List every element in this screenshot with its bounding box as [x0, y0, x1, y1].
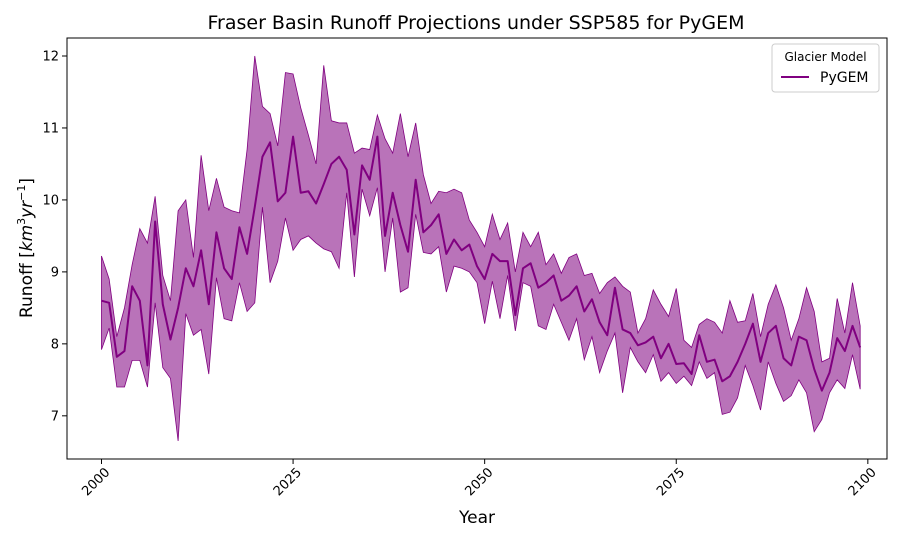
x-axis: 2000 2025 2050 2075 2100 [79, 459, 880, 499]
y-axis-label: Runoff [km3yr−1] [15, 178, 37, 318]
y-tick-label: 12 [42, 49, 59, 64]
y-tick-label: 10 [42, 193, 59, 208]
y-axis-label-close: ] [17, 178, 37, 185]
y-axis-label-exponent-2: −1 [15, 185, 28, 201]
x-tick-label: 2050 [462, 465, 496, 499]
plot-frame [66, 37, 888, 460]
x-tick-label: 2075 [654, 465, 688, 499]
y-axis-label-main: Runoff [ [17, 251, 37, 318]
x-tick-label: 2000 [79, 465, 113, 499]
y-axis-label-exponent-1: 3 [15, 218, 28, 225]
y-tick-label: 8 [51, 337, 59, 352]
y-tick-label: 9 [51, 265, 59, 280]
x-tick-label: 2025 [271, 465, 305, 499]
legend-box [771, 43, 880, 93]
plot-area [101, 55, 862, 442]
y-tick-label: 11 [42, 121, 59, 136]
legend: Glacier Model PyGEM [771, 43, 880, 93]
y-axis-label-unit-2: yr [17, 200, 37, 219]
x-tick-label: 2100 [846, 465, 880, 499]
chart-title: Fraser Basin Runoff Projections under SS… [207, 12, 744, 34]
y-axis-label-unit: km [17, 225, 37, 251]
y-axis: 7 8 9 10 11 12 [42, 49, 67, 424]
y-tick-label: 7 [51, 409, 59, 424]
series-line-pygem [101, 135, 862, 392]
legend-title: Glacier Model [784, 50, 866, 64]
legend-entry-pygem: PyGEM [820, 70, 869, 86]
x-axis-label: Year [458, 508, 495, 528]
